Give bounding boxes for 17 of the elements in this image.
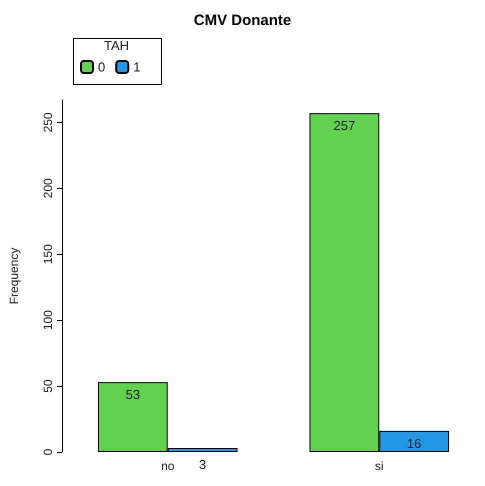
y-tick-label: 200 [41, 178, 55, 198]
data-label: 16 [406, 436, 422, 451]
data-label: 53 [126, 387, 140, 402]
legend-label: 0 [98, 60, 106, 74]
legend-label: 1 [133, 60, 140, 74]
y-tick-label: 50 [41, 379, 55, 393]
y-tick-label: 0 [41, 448, 55, 456]
y-tick-label: 250 [41, 112, 55, 132]
y-tick-label: 100 [41, 310, 55, 330]
data-label: 257 [334, 118, 356, 134]
chart-title: CMV Donante [194, 12, 292, 29]
x-tick-label: no [161, 459, 175, 473]
y-tick-label: 150 [41, 244, 55, 264]
legend-title: TAH [104, 38, 130, 53]
x-tick-label: si [374, 459, 384, 473]
y-axis-title: Frequency [7, 248, 21, 304]
data-label: 3 [199, 457, 206, 472]
